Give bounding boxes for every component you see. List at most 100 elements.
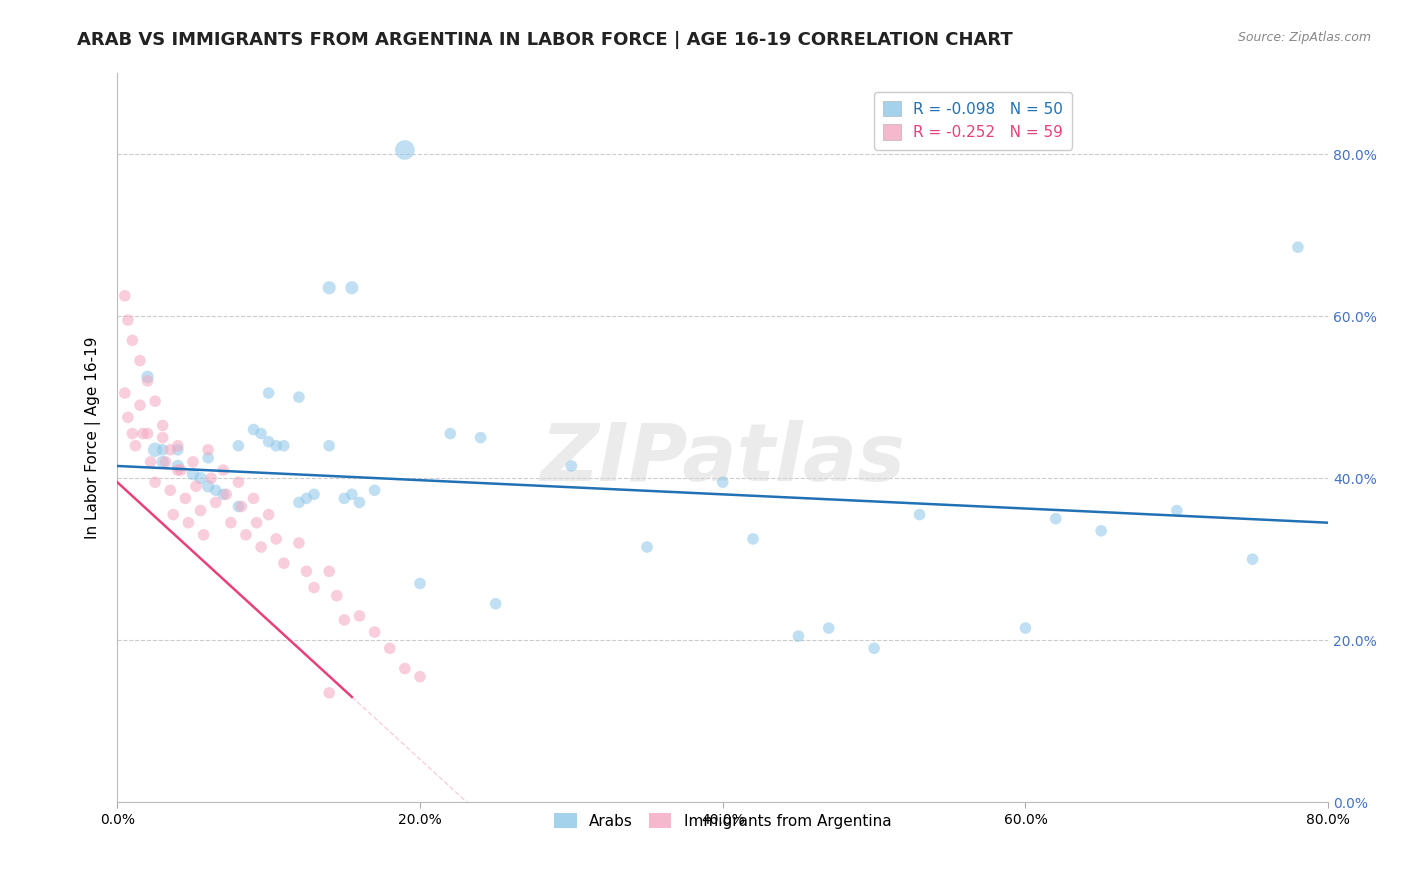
Point: [219, 516, 242, 530]
Point: [409, 670, 432, 684]
Point: [193, 528, 215, 542]
Point: [409, 576, 432, 591]
Point: [114, 289, 136, 303]
Point: [250, 540, 273, 554]
Point: [863, 641, 886, 656]
Text: Source: ZipAtlas.com: Source: ZipAtlas.com: [1237, 31, 1371, 45]
Point: [711, 475, 734, 490]
Point: [295, 491, 318, 506]
Point: [190, 471, 212, 485]
Point: [121, 426, 143, 441]
Point: [117, 410, 139, 425]
Point: [242, 491, 264, 506]
Point: [231, 500, 253, 514]
Point: [394, 143, 416, 157]
Point: [114, 386, 136, 401]
Point: [143, 442, 166, 457]
Point: [174, 491, 197, 506]
Point: [333, 491, 356, 506]
Point: [228, 500, 250, 514]
Point: [394, 662, 416, 676]
Point: [302, 487, 325, 501]
Point: [787, 629, 810, 643]
Point: [363, 625, 385, 640]
Point: [204, 495, 226, 509]
Point: [152, 418, 174, 433]
Point: [181, 455, 204, 469]
Point: [349, 608, 371, 623]
Point: [121, 334, 143, 348]
Point: [340, 281, 363, 295]
Point: [152, 431, 174, 445]
Point: [318, 686, 340, 700]
Point: [162, 508, 184, 522]
Point: [181, 467, 204, 481]
Point: [560, 458, 582, 473]
Point: [378, 641, 401, 656]
Point: [250, 426, 273, 441]
Point: [245, 516, 267, 530]
Point: [817, 621, 839, 635]
Point: [143, 394, 166, 409]
Point: [318, 439, 340, 453]
Point: [166, 439, 188, 453]
Point: [197, 450, 219, 465]
Point: [470, 431, 492, 445]
Point: [1014, 621, 1036, 635]
Text: ARAB VS IMMIGRANTS FROM ARGENTINA IN LABOR FORCE | AGE 16-19 CORRELATION CHART: ARAB VS IMMIGRANTS FROM ARGENTINA IN LAB…: [77, 31, 1014, 49]
Point: [184, 479, 207, 493]
Point: [257, 508, 280, 522]
Point: [1090, 524, 1112, 538]
Point: [264, 439, 287, 453]
Point: [212, 463, 235, 477]
Point: [288, 536, 311, 550]
Point: [1166, 503, 1188, 517]
Point: [139, 455, 162, 469]
Point: [326, 589, 349, 603]
Point: [143, 475, 166, 490]
Point: [159, 442, 181, 457]
Point: [742, 532, 765, 546]
Point: [215, 487, 238, 501]
Point: [273, 556, 295, 570]
Point: [197, 442, 219, 457]
Point: [204, 483, 226, 498]
Point: [152, 442, 174, 457]
Point: [485, 597, 508, 611]
Point: [136, 369, 159, 384]
Point: [129, 398, 152, 412]
Y-axis label: In Labor Force | Age 16-19: In Labor Force | Age 16-19: [86, 336, 101, 539]
Point: [166, 458, 188, 473]
Point: [200, 471, 222, 485]
Point: [136, 374, 159, 388]
Point: [166, 442, 188, 457]
Point: [155, 455, 177, 469]
Point: [132, 426, 155, 441]
Point: [318, 281, 340, 295]
Point: [177, 516, 200, 530]
Point: [136, 426, 159, 441]
Point: [349, 495, 371, 509]
Point: [242, 423, 264, 437]
Point: [228, 475, 250, 490]
Point: [1045, 511, 1067, 525]
Point: [333, 613, 356, 627]
Point: [152, 455, 174, 469]
Point: [295, 564, 318, 578]
Point: [170, 463, 193, 477]
Point: [288, 495, 311, 509]
Point: [166, 463, 188, 477]
Point: [908, 508, 931, 522]
Point: [340, 487, 363, 501]
Point: [318, 564, 340, 578]
Point: [197, 479, 219, 493]
Point: [636, 540, 658, 554]
Point: [257, 434, 280, 449]
Point: [264, 532, 287, 546]
Point: [235, 528, 257, 542]
Point: [1241, 552, 1264, 566]
Point: [159, 483, 181, 498]
Point: [129, 353, 152, 368]
Point: [124, 439, 146, 453]
Text: ZIPatlas: ZIPatlas: [540, 420, 905, 499]
